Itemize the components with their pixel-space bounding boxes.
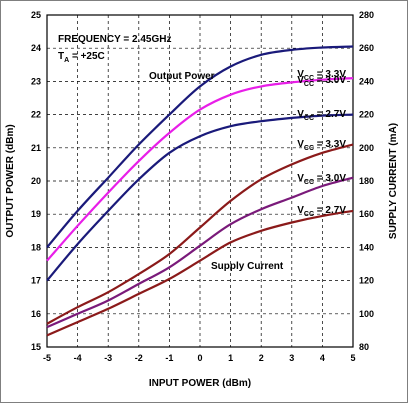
x-tick-label: -5: [43, 353, 51, 363]
left-y-tick-label: 18: [31, 242, 41, 252]
right-y-tick-label: 220: [359, 110, 374, 120]
right-y-tick-label: 280: [359, 10, 374, 20]
series-line-output_power-27: [46, 113, 354, 282]
x-tick-label: -3: [104, 353, 112, 363]
series-line-supply_current-33: [46, 143, 354, 325]
series-line-supply_current-27: [46, 209, 354, 337]
right-y-tick-label: 120: [359, 276, 374, 286]
vcc-label: VCC = 2.7V: [297, 205, 346, 218]
chart-title-frequency: FREQUENCY = 2.45GHz: [58, 34, 171, 45]
left-y-tick-label: 23: [31, 76, 41, 86]
right-y-axis-title: SUPPLY CURRENT (mA): [388, 123, 399, 239]
x-tick-label: -1: [165, 353, 173, 363]
x-tick-label: 5: [350, 353, 355, 363]
chart-title-temperature: TA = +25C: [58, 51, 105, 64]
right-y-tick-label: 200: [359, 143, 374, 153]
right-y-tick-label: 160: [359, 209, 374, 219]
vcc-label: VCC = 3.3V: [297, 139, 346, 152]
right-y-tick-label: 80: [359, 342, 369, 352]
vcc-label: VCC = 2.7V: [297, 109, 346, 122]
x-tick-label: 4: [320, 353, 325, 363]
left-y-tick-label: 17: [31, 276, 41, 286]
plot-border: [46, 14, 354, 348]
right-y-tick-label: 140: [359, 242, 374, 252]
x-tick-label: 3: [289, 353, 294, 363]
series-line-output_power-33: [46, 45, 354, 249]
series: [46, 45, 354, 337]
x-axis-title: INPUT POWER (dBm): [149, 378, 251, 389]
x-tick-label: -4: [74, 353, 82, 363]
right-y-tick-label: 260: [359, 43, 374, 53]
left-y-tick-label: 25: [31, 10, 41, 20]
right-y-tick-label: 100: [359, 309, 374, 319]
x-tick-label: -2: [135, 353, 143, 363]
x-tick-label: 0: [197, 353, 202, 363]
left-y-tick-label: 19: [31, 209, 41, 219]
left-y-tick-label: 20: [31, 176, 41, 186]
left-y-tick-label: 22: [31, 110, 41, 120]
grid: [47, 15, 353, 347]
x-tick-label: 1: [228, 353, 233, 363]
vcc-label: VCC = 3.0V: [297, 173, 346, 186]
right-y-tick-label: 180: [359, 176, 374, 186]
left-y-tick-label: 15: [31, 342, 41, 352]
left-y-tick-label: 16: [31, 309, 41, 319]
right-y-tick-label: 240: [359, 76, 374, 86]
vcc-label: VCC = 3.3V: [297, 69, 346, 82]
left-y-axis-title: OUTPUT POWER (dBm): [5, 124, 16, 237]
vcc-label: VCC = 3.0V: [297, 75, 346, 88]
x-tick-label: 2: [259, 353, 264, 363]
series-line-output_power-30: [46, 77, 354, 262]
output-power-annotation: Output Power: [149, 71, 215, 82]
left-y-tick-label: 21: [31, 143, 41, 153]
supply-current-annotation: Supply Current: [211, 261, 284, 272]
series-line-supply_current-30: [46, 176, 354, 329]
left-y-tick-label: 24: [31, 43, 41, 53]
